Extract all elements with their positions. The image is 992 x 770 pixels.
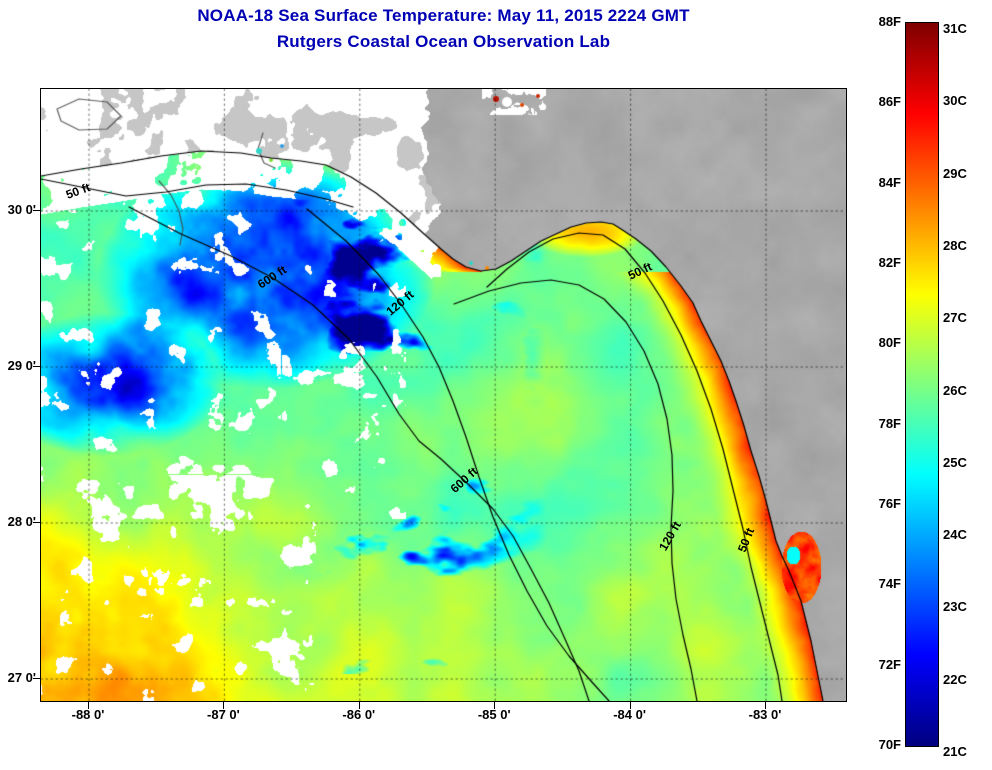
y-axis-tick xyxy=(33,366,40,367)
y-axis-tick-label: 27 0' xyxy=(7,670,36,685)
x-axis-tick xyxy=(629,702,631,709)
colorbar-celsius-label: 22C xyxy=(943,671,967,687)
page-title: NOAA-18 Sea Surface Temperature: May 11,… xyxy=(197,6,690,25)
colorbar-celsius-label: 29C xyxy=(943,165,967,181)
colorbar-celsius-label: 27C xyxy=(943,310,967,326)
colorbar-canvas xyxy=(906,23,938,746)
colorbar-celsius-label: 23C xyxy=(943,599,967,615)
colorbar-fahrenheit-label: 76F xyxy=(878,495,901,511)
x-axis-tick-label: -84 0' xyxy=(613,707,646,722)
x-axis-tick xyxy=(223,702,225,709)
colorbar-celsius-label: 28C xyxy=(943,237,967,253)
colorbar-fahrenheit-label: 84F xyxy=(878,174,901,190)
page-subtitle: Rutgers Coastal Ocean Observation Lab xyxy=(276,32,611,51)
x-axis-tick-label: -87 0' xyxy=(207,707,240,722)
colorbar-fahrenheit-label: 86F xyxy=(878,94,901,110)
colorbar-celsius-label: 26C xyxy=(943,382,967,398)
y-axis-tick-label: 29 0' xyxy=(7,358,36,373)
x-axis-tick xyxy=(88,702,89,709)
colorbar-fahrenheit-label: 72F xyxy=(878,656,901,672)
y-axis-tick xyxy=(33,678,40,679)
x-axis-tick xyxy=(765,702,766,709)
x-axis-tick-label: -86 0' xyxy=(342,707,376,722)
colorbar-fahrenheit-label: 80F xyxy=(878,335,901,351)
y-axis-tick xyxy=(33,210,40,211)
sst-map-canvas xyxy=(41,89,846,701)
y-axis-tick xyxy=(33,522,40,523)
colorbar-celsius-label: 25C xyxy=(943,454,967,470)
x-axis-tick xyxy=(494,702,496,709)
colorbar-celsius-label: 21C xyxy=(943,744,967,759)
colorbar-fahrenheit-label: 74F xyxy=(878,576,901,592)
colorbar-fahrenheit-label: 78F xyxy=(878,415,901,431)
y-axis-tick-label: 28 0' xyxy=(7,514,36,529)
x-axis-tick-label: -83 0' xyxy=(748,707,782,722)
colorbar-celsius-label: 31C xyxy=(943,21,967,36)
map-frame xyxy=(40,88,847,702)
y-axis-tick-label: 30 0' xyxy=(7,202,36,217)
colorbar-celsius-label: 30C xyxy=(943,93,967,109)
colorbar-fahrenheit-label: 82F xyxy=(878,254,901,270)
colorbar-fahrenheit-label: 70F xyxy=(878,736,901,752)
colorbar-celsius-label: 24C xyxy=(943,527,967,543)
x-axis-tick xyxy=(358,702,360,709)
colorbar-fahrenheit-label: 88F xyxy=(878,14,901,29)
x-axis-tick-label: -85 0' xyxy=(477,707,511,722)
colorbar-frame xyxy=(905,22,939,747)
x-axis-tick-label: -88 0' xyxy=(71,707,105,722)
